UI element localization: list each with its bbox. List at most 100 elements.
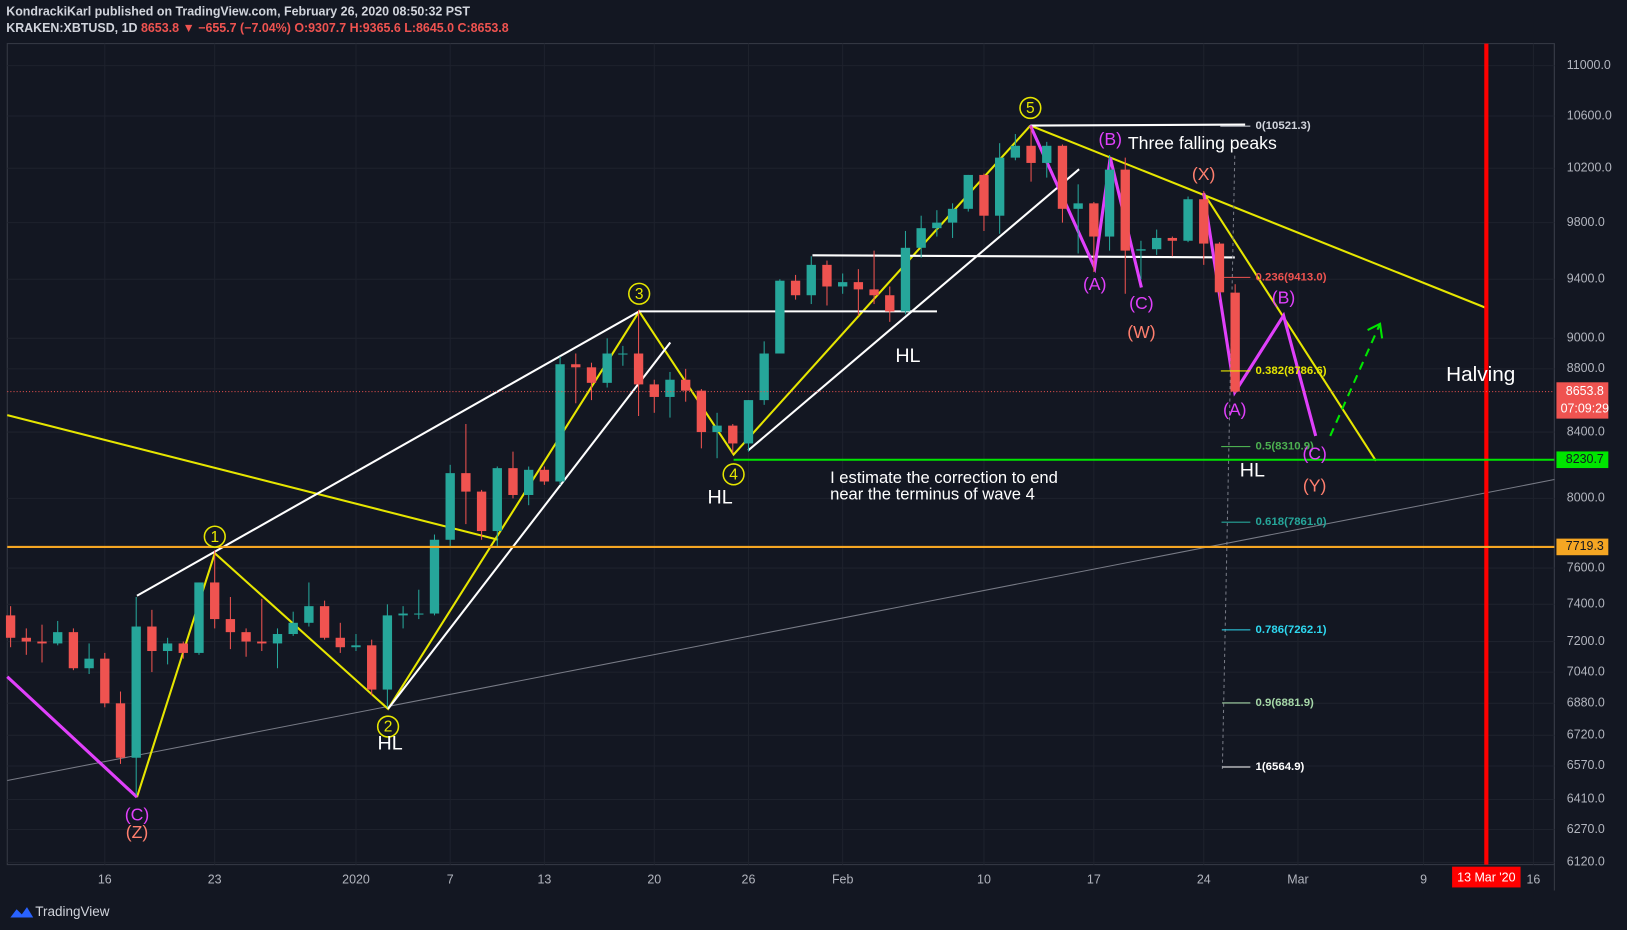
trendline xyxy=(1202,192,1377,462)
candle-body xyxy=(476,491,487,532)
candle-body xyxy=(398,613,408,616)
date-highlight xyxy=(1452,866,1521,888)
candle-body xyxy=(1010,145,1021,158)
fib-label: 0.9(6881.9) xyxy=(1256,697,1315,709)
ohlc: L:8645.0 xyxy=(404,21,454,35)
x-tick-label: Feb xyxy=(832,872,854,886)
wave-label: 2 xyxy=(384,719,393,736)
x-tick-label: 9 xyxy=(1420,872,1427,886)
annotation: Halving xyxy=(1446,363,1515,386)
candle-body xyxy=(53,632,63,644)
candle-body xyxy=(351,645,361,648)
candle-body xyxy=(178,643,188,653)
wave-label: 4 xyxy=(729,466,738,483)
candle-body xyxy=(272,634,283,644)
annotation: (A) xyxy=(1083,274,1106,294)
x-tick-label: Mar xyxy=(1287,872,1308,886)
y-tick-label: 8800.0 xyxy=(1567,361,1605,375)
annotation: (W) xyxy=(1127,322,1155,342)
candle-body xyxy=(194,582,204,653)
annotation: (C) xyxy=(125,804,149,824)
candle-body xyxy=(712,425,722,433)
annotation: (A) xyxy=(1223,400,1246,420)
quote-line: KRAKEN:XBTUSD, 1D 8653.8 ▼ −655.7 (−7.04… xyxy=(6,21,509,35)
y-tick-label: 8400.0 xyxy=(1567,424,1605,438)
wave-label: 1 xyxy=(210,529,219,546)
y-tick-label: 6570.0 xyxy=(1567,758,1605,772)
annotation: Three falling peaks xyxy=(1128,133,1277,153)
candle-body xyxy=(1136,249,1146,251)
wave-label: 5 xyxy=(1026,100,1035,117)
candle-body xyxy=(257,641,267,644)
x-tick-label: 17 xyxy=(1087,872,1101,886)
level-box xyxy=(1556,451,1609,469)
candle-body xyxy=(790,280,801,296)
annotation: (Y) xyxy=(1303,475,1326,495)
candle-body xyxy=(492,468,502,532)
candle-body xyxy=(319,606,330,638)
candle-body xyxy=(1120,169,1130,251)
candle-body xyxy=(461,473,471,492)
candle-body xyxy=(1167,237,1178,241)
candle-body xyxy=(696,390,707,433)
x-tick-label: 16 xyxy=(98,872,112,886)
annotation: I estimate the correction to end xyxy=(830,468,1058,487)
y-tick-label: 8000.0 xyxy=(1567,491,1605,505)
y-tick-label: 7200.0 xyxy=(1567,634,1605,648)
x-tick-label: 13 xyxy=(537,872,551,886)
wave-circle xyxy=(203,525,226,548)
x-tick-label: 20 xyxy=(647,872,661,886)
y-tick-label: 10600.0 xyxy=(1567,108,1612,122)
fib-label: 0.382(8786.6) xyxy=(1256,365,1327,377)
footer: TradingView xyxy=(35,904,109,919)
candle-body xyxy=(1073,203,1083,209)
candle-body xyxy=(1104,169,1115,237)
candle-body xyxy=(1183,199,1193,241)
level-label: 7719.3 xyxy=(1566,539,1604,553)
candle-body xyxy=(382,615,393,690)
candle-body xyxy=(822,264,832,287)
ohlc: H:9365.6 xyxy=(350,21,401,35)
wave-path xyxy=(6,675,139,799)
fib-label: 0.786(7262.1) xyxy=(1256,624,1327,636)
candle-body xyxy=(743,400,754,444)
y-tick-label: 9000.0 xyxy=(1567,331,1605,345)
logo xyxy=(10,907,34,918)
x-tick-label: 16 xyxy=(1527,872,1541,886)
candle-body xyxy=(1057,145,1068,209)
candle-body xyxy=(994,157,1005,216)
candle-body xyxy=(775,280,785,354)
candle-body xyxy=(210,582,220,620)
candle-body xyxy=(586,367,597,383)
fib-label: 0.5(8310.9) xyxy=(1256,441,1315,453)
wave-circle xyxy=(722,463,745,486)
wave-circle xyxy=(628,282,651,305)
x-tick-label: 23 xyxy=(208,872,222,886)
candle-body xyxy=(649,384,659,397)
candle-body xyxy=(1026,145,1036,163)
candle-body xyxy=(602,353,612,383)
candle-body xyxy=(869,289,879,296)
fib-label: 0.236(9413.0) xyxy=(1256,271,1327,283)
candle-body xyxy=(806,264,816,296)
fib-label: 0(10521.3) xyxy=(1256,120,1311,132)
support-line xyxy=(812,254,1235,259)
candle-body xyxy=(5,615,16,638)
candle-body xyxy=(68,632,79,669)
y-tick-label: 6720.0 xyxy=(1567,728,1605,742)
trendline xyxy=(7,479,1555,782)
annotation: (Z) xyxy=(126,822,149,842)
y-tick-label: 9400.0 xyxy=(1567,272,1605,286)
projection-arrow xyxy=(1329,323,1381,437)
annotation: (X) xyxy=(1192,164,1215,184)
y-tick-label: 6120.0 xyxy=(1567,855,1605,869)
annotation: HL xyxy=(1240,459,1265,481)
y-tick-label: 7400.0 xyxy=(1567,597,1605,611)
candle-body xyxy=(524,469,534,495)
annotation: near the terminus of wave 4 xyxy=(830,484,1035,503)
candle-body xyxy=(84,658,94,669)
candle-body xyxy=(304,606,314,623)
candle-body xyxy=(539,469,550,482)
last-price-label: 8653.8 xyxy=(1566,384,1604,398)
